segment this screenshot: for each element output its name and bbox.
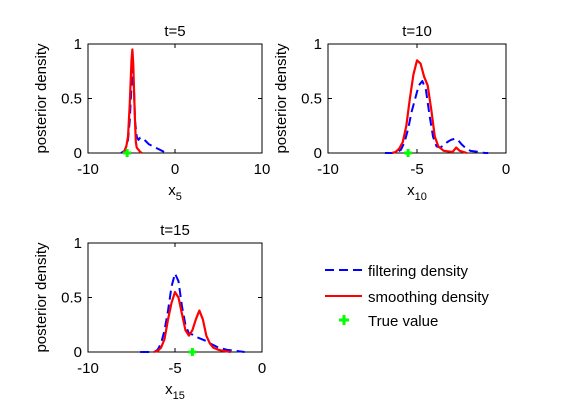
x-tick-label: 0	[258, 360, 266, 377]
legend: filtering density smoothing density True…	[325, 263, 489, 330]
legend-smoothing-label: smoothing density	[368, 289, 489, 306]
y-tick-label: 0	[314, 145, 322, 162]
x-axis-label: x15	[165, 381, 185, 402]
legend-true-value-label: True value	[368, 313, 438, 330]
y-axis-label: posterior density	[33, 43, 50, 154]
y-tick-label: 0.5	[61, 91, 82, 108]
x-tick-label: 0	[502, 161, 510, 178]
x-tick-label: -10	[77, 161, 99, 178]
subplot-title: t=10	[402, 23, 432, 40]
y-tick-label: 0.5	[301, 91, 322, 108]
smoothing-density-line	[153, 290, 231, 354]
true-value-marker	[404, 149, 413, 157]
y-axis-label: posterior density	[33, 242, 50, 353]
x-tick-label: -5	[168, 360, 181, 377]
legend-true-value-marker	[339, 315, 349, 325]
true-value-marker	[123, 149, 132, 157]
y-tick-label: 0.5	[61, 290, 82, 307]
x-axis-label: x5	[168, 182, 182, 203]
y-tick-label: 1	[74, 36, 82, 53]
y-tick-label: 0	[74, 145, 82, 162]
y-tick-label: 1	[314, 36, 322, 53]
subplot-t15: -10 -5 0 0 0.5 1 t=15 posterior density x15	[33, 222, 266, 402]
x-tick-label: 0	[171, 161, 179, 178]
x-tick-label: -10	[77, 360, 99, 377]
true-value-marker	[188, 348, 197, 356]
y-tick-label: 1	[74, 235, 82, 252]
smoothing-density-line	[391, 59, 468, 155]
subplot-t10: -10 -5 0 0 0.5 1 t=10 posterior density x10	[273, 23, 510, 203]
filtering-density-line	[384, 80, 489, 154]
filtering-density-line	[140, 272, 245, 353]
y-tick-label: 0	[74, 344, 82, 361]
x-axis-label: x10	[407, 182, 427, 203]
axes-frame	[87, 43, 263, 154]
x-tick-label: -10	[317, 161, 339, 178]
axes-frame	[87, 242, 263, 353]
x-tick-label: 10	[254, 161, 271, 178]
subplot-title: t=5	[164, 23, 185, 40]
legend-filtering-label: filtering density	[368, 263, 469, 280]
subplot-title: t=15	[160, 222, 190, 239]
y-axis-label: posterior density	[273, 43, 290, 154]
x-tick-label: -5	[410, 161, 423, 178]
smoothing-density-line	[121, 48, 143, 154]
